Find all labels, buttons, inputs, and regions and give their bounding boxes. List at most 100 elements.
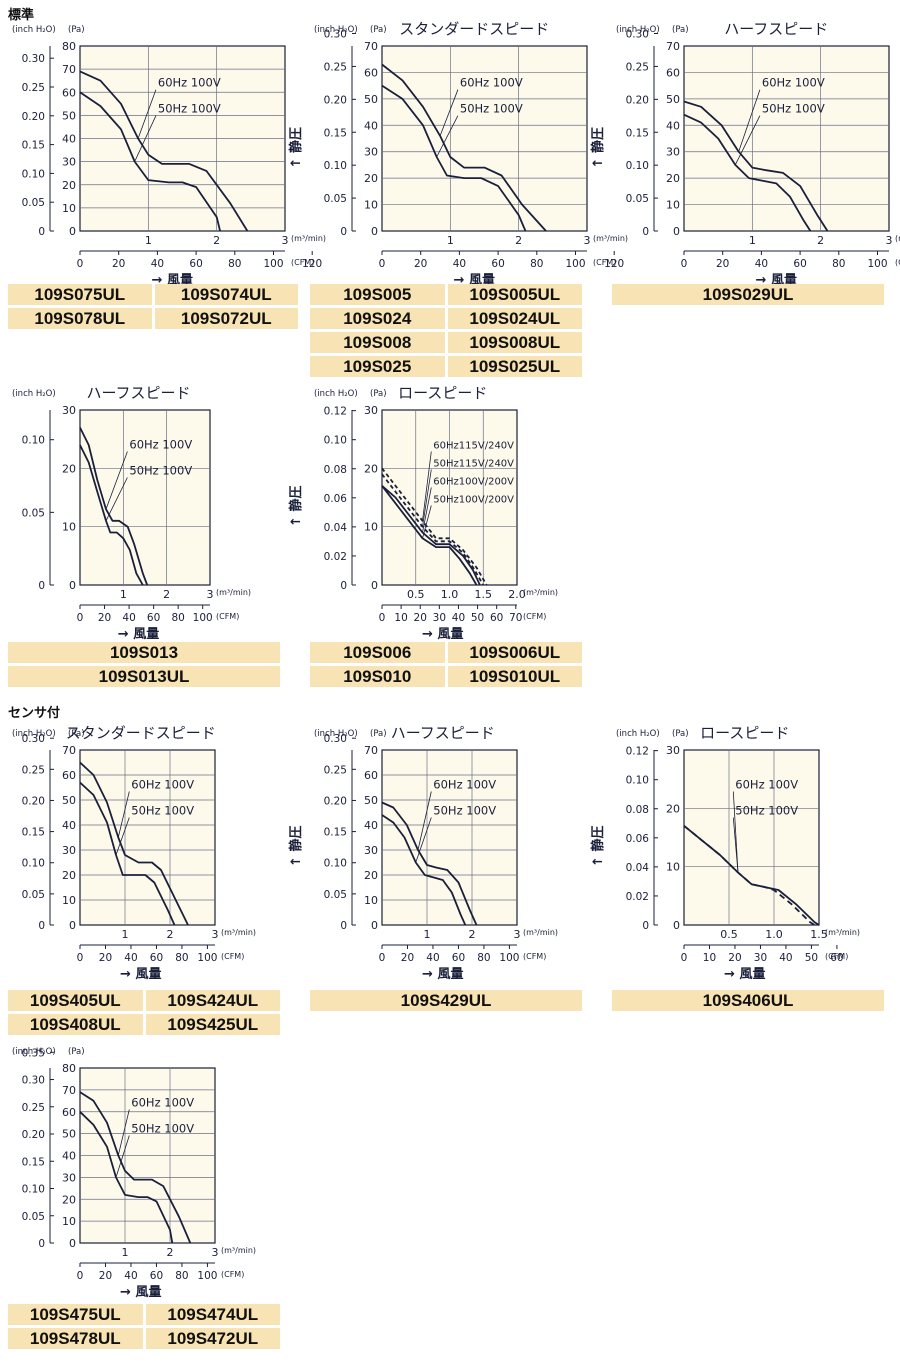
model-number: 109S025UL <box>447 356 582 377</box>
model-number: 109S010UL <box>447 666 582 687</box>
x-axis-title: → 風量 <box>120 967 161 982</box>
y1-tick-label: 80 <box>62 1062 76 1075</box>
x1-unit: (m³/min) <box>221 928 256 937</box>
series-line-0 <box>79 761 189 926</box>
y2-tick-label: 0 <box>340 920 347 932</box>
x2-unit: (CFM) <box>593 258 616 267</box>
y1-tick-label: 80 <box>62 40 76 53</box>
y-axis-title: ↑ 静圧 <box>288 127 304 168</box>
y2-tick-label: 0 <box>642 226 649 238</box>
x2-tick-label: 30 <box>754 952 767 964</box>
y1-tick-label: 30 <box>62 1171 76 1184</box>
series-label: 50Hz 100V <box>158 102 221 116</box>
y2-tick-label: 0.05 <box>22 889 45 901</box>
series-label: 60Hz 100V <box>433 778 496 792</box>
y1-tick-label: 60 <box>666 66 680 79</box>
x2-tick-label: 50 <box>471 612 484 624</box>
model-number: 109S029UL <box>612 284 884 305</box>
model-number: 109S078UL <box>8 308 152 329</box>
series-leader-line <box>734 115 761 166</box>
plot-area <box>683 749 820 926</box>
y2-tick-label: 0.08 <box>324 464 347 476</box>
y2-unit: (inch H₂O) <box>12 25 56 35</box>
x2-unit: (CFM) <box>291 258 314 267</box>
x2-tick-label: 20 <box>112 258 125 270</box>
y2-tick-label: 0.05 <box>324 193 347 205</box>
y1-tick-label: 0 <box>69 225 76 238</box>
model-number: 109S006UL <box>447 642 582 663</box>
x2-tick-label: 40 <box>453 258 466 270</box>
x2-tick-label: 60 <box>189 258 202 270</box>
series-leader-line <box>115 1135 130 1178</box>
series-line-0 <box>381 801 478 926</box>
x-axis-title: → 風量 <box>724 967 765 982</box>
x1-tick-label: 2 <box>817 234 824 247</box>
y2-tick-label: 0.10 <box>22 1184 45 1196</box>
x2-tick-label: 20 <box>716 258 729 270</box>
x1-tick-label: 1 <box>122 928 129 941</box>
y1-unit: (Pa) <box>68 25 85 35</box>
y2-tick-label: 0.08 <box>626 804 649 816</box>
series-leader-line <box>117 1109 130 1156</box>
plot-area <box>79 409 211 586</box>
y2-tick-label: 0.25 <box>22 82 45 94</box>
x2-tick-label: 80 <box>228 258 241 270</box>
y1-tick-label: 10 <box>62 894 76 907</box>
y1-unit: (Pa) <box>370 25 387 35</box>
model-number: 109S474UL <box>145 1304 280 1325</box>
y2-tick-label: 0.15 <box>626 127 649 139</box>
series-label: 50Hz 100V <box>460 102 523 116</box>
x2-tick-label: 100 <box>263 258 283 270</box>
series-label: 60Hz 100V <box>762 76 825 90</box>
series-line-0 <box>683 100 829 232</box>
series-leader-line <box>105 477 128 522</box>
y2-tick-label: 0 <box>38 920 45 932</box>
series-label: 50Hz 100V <box>735 804 798 818</box>
y1-tick-label: 20 <box>666 172 680 185</box>
y2-unit: (inch H₂O) <box>12 1047 56 1057</box>
x1-tick-label: 0.5 <box>720 928 738 941</box>
y2-tick-label: 0.20 <box>22 1129 45 1141</box>
y2-tick-label: 0.10 <box>22 858 45 870</box>
x2-tick-label: 0 <box>77 1270 84 1282</box>
series-leader-line <box>422 469 432 527</box>
model-list: 109S405UL 109S424UL 109S408UL 109S425UL <box>8 990 280 1035</box>
y2-tick-label: 0.25 <box>324 61 347 73</box>
y1-tick-label: 20 <box>364 869 378 882</box>
model-number: 109S405UL <box>8 990 143 1011</box>
x1-unit: (m³/min) <box>895 234 900 243</box>
y-axis-title: ↑ 静圧 <box>0 486 2 527</box>
x2-tick-label: 40 <box>426 952 439 964</box>
y1-tick-label: 40 <box>62 819 76 832</box>
y2-tick-label: 0.10 <box>626 160 649 172</box>
x2-unit: (CFM) <box>895 258 900 267</box>
y2-tick-label: 0.06 <box>324 493 348 505</box>
x2-tick-label: 0 <box>77 258 84 270</box>
series-label: 60Hz100V/200V <box>433 477 514 488</box>
y1-tick-label: 50 <box>364 93 378 106</box>
x1-tick-label: 3 <box>207 588 214 601</box>
series-line-1 <box>79 444 144 586</box>
x2-tick-label: 20 <box>401 952 414 964</box>
series-line-0 <box>381 63 547 232</box>
y1-tick-label: 50 <box>62 794 76 807</box>
y-axis-title: ↑ 静圧 <box>590 826 606 867</box>
y1-tick-label: 20 <box>364 172 378 185</box>
x1-tick-label: 2 <box>469 928 476 941</box>
series-label: 50Hz 100V <box>129 464 192 478</box>
y2-tick-label: 0.05 <box>22 197 45 209</box>
x2-tick-label: 100 <box>565 258 585 270</box>
y2-tick-label: 0.05 <box>22 1211 45 1223</box>
y1-tick-label: 70 <box>364 40 378 53</box>
x1-tick-label: 3 <box>514 928 521 941</box>
x2-tick-label: 10 <box>394 612 407 624</box>
section-label-sensor: センサ付 <box>8 706 61 721</box>
x-axis-title: → 風量 <box>422 967 463 982</box>
series-line-0 <box>683 825 820 926</box>
series-label: 50Hz 100V <box>131 804 194 818</box>
x2-tick-label: 100 <box>193 612 213 624</box>
x2-tick-label: 0 <box>77 612 84 624</box>
y2-tick-label: 0.02 <box>324 551 347 563</box>
y1-unit: (Pa) <box>68 1047 85 1057</box>
y1-tick-label: 70 <box>62 1084 76 1097</box>
